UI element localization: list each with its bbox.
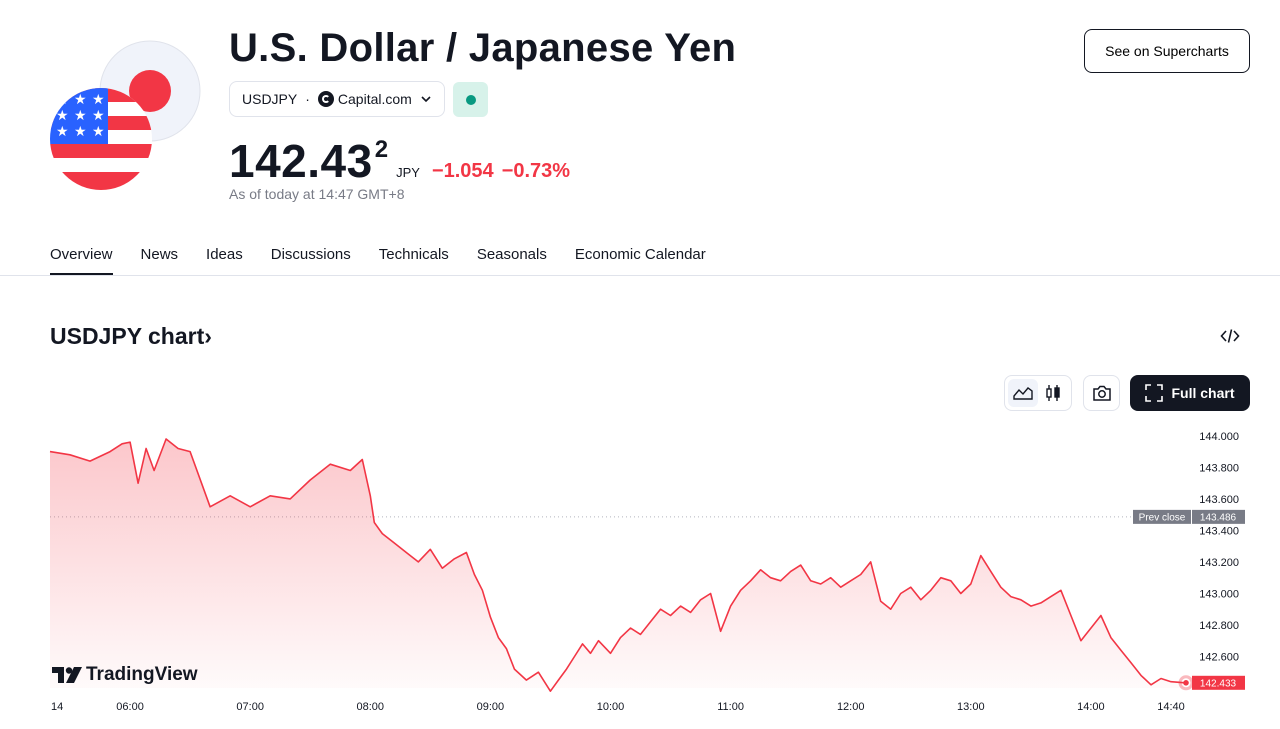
svg-text:★: ★ xyxy=(92,108,105,124)
fullscreen-icon xyxy=(1145,384,1164,402)
last-price-tag-value: 142.433 xyxy=(1200,678,1237,689)
candles-style-button[interactable] xyxy=(1038,379,1068,407)
price-timestamp: As of today at 14:47 GMT+8 xyxy=(229,186,405,202)
tradingview-wordmark: TradingView xyxy=(86,664,198,685)
symbol-exchange-selector[interactable]: USDJPY · Capital.com xyxy=(229,81,445,117)
tab-news[interactable]: News xyxy=(140,246,179,263)
market-status-badge[interactable] xyxy=(453,82,488,117)
price-change-percent: −0.73% xyxy=(501,160,571,182)
last-price-dot xyxy=(1183,680,1189,686)
prev-close-value-bg xyxy=(1192,509,1245,524)
price-change: −1.054 xyxy=(431,160,494,182)
svg-text:★: ★ xyxy=(56,124,69,140)
currency-pair-flag-icon: ★ ★ ★ ★ ★ ★ ★ ★ ★ xyxy=(50,40,201,190)
page-title: U.S. Dollar / Japanese Yen xyxy=(229,26,737,70)
y-axis-tick-label: 143.800 xyxy=(1199,462,1239,474)
x-axis-tick-label: 09:00 xyxy=(477,701,505,713)
full-chart-button[interactable]: Full chart xyxy=(1130,375,1250,411)
market-open-dot-icon xyxy=(465,94,476,105)
prev-close-label: Prev close xyxy=(1139,512,1186,523)
candles-icon xyxy=(1046,385,1060,401)
svg-text:★: ★ xyxy=(74,92,87,108)
x-axis-tick-label: 14 xyxy=(51,701,63,713)
tab-overview[interactable]: Overview xyxy=(50,246,113,276)
price-line xyxy=(49,438,1186,692)
x-axis-tick-label: 14:40 xyxy=(1157,701,1185,713)
y-axis-tick-label: 142.800 xyxy=(1199,620,1239,632)
last-price-tag-bg xyxy=(1192,675,1245,690)
x-axis-tick-label: 08:00 xyxy=(357,701,385,713)
y-axis-tick-label: 143.400 xyxy=(1199,525,1239,537)
full-chart-label: Full chart xyxy=(1171,385,1235,401)
x-axis-tick-label: 11:00 xyxy=(717,701,744,713)
last-price-fraction: 2 xyxy=(374,136,389,163)
svg-text:★: ★ xyxy=(74,108,87,124)
y-axis-tick-label: 143.000 xyxy=(1199,588,1239,600)
separator-dot: · xyxy=(305,91,310,107)
svg-text:★: ★ xyxy=(74,124,87,140)
embed-code-icon[interactable] xyxy=(1220,326,1240,346)
tab-economic-calendar[interactable]: Economic Calendar xyxy=(574,246,706,263)
chevron-down-icon xyxy=(421,96,431,103)
x-axis-tick-label: 12:00 xyxy=(837,701,865,713)
x-axis-tick-label: 10:00 xyxy=(597,701,625,713)
tab-technicals[interactable]: Technicals xyxy=(378,246,449,263)
price-chart[interactable]: 144.000 143.800 143.600 143.400 143.200 143.0… xyxy=(0,420,1280,720)
tradingview-logo-icon xyxy=(52,667,82,683)
price-currency: JPY xyxy=(396,165,420,180)
section-tabs: Overview News Ideas Discussions Technica… xyxy=(50,246,734,276)
y-axis-tick-label: 142.600 xyxy=(1199,651,1239,663)
prev-close-value: 143.486 xyxy=(1200,512,1237,523)
camera-icon xyxy=(1092,385,1111,401)
tabs-divider xyxy=(0,275,1280,276)
y-axis-tick-label: 143.600 xyxy=(1199,494,1239,506)
exchange-label: Capital.com xyxy=(337,91,412,107)
chart-section-title[interactable]: USDJPY chart› xyxy=(50,323,212,350)
price-row: 142.43 2 JPY −1.054 −0.73% xyxy=(229,134,570,188)
tab-discussions[interactable]: Discussions xyxy=(270,246,351,263)
last-price: 142.43 xyxy=(229,135,373,187)
svg-text:★: ★ xyxy=(56,108,69,124)
tradingview-brand: TradingView xyxy=(52,664,198,686)
svg-text:★: ★ xyxy=(92,92,105,108)
chart-title-arrow: › xyxy=(204,323,212,349)
svg-text:★: ★ xyxy=(92,124,105,140)
area-chart-icon xyxy=(1013,387,1033,400)
see-on-supercharts-button[interactable]: See on Supercharts xyxy=(1084,29,1250,73)
y-axis-tick-label: 144.000 xyxy=(1199,431,1239,443)
x-axis-tick-label: 07:00 xyxy=(236,701,264,713)
x-axis-tick-label: 06:00 xyxy=(116,701,144,713)
price-area-fill xyxy=(50,439,1185,692)
prev-close-tag-bg xyxy=(1133,509,1191,524)
chart-title-text: USDJPY chart xyxy=(50,323,205,349)
svg-text:★: ★ xyxy=(56,92,69,108)
area-style-button[interactable] xyxy=(1008,379,1038,407)
tab-ideas[interactable]: Ideas xyxy=(206,246,243,263)
symbol-label: USDJPY xyxy=(242,91,298,107)
exchange-logo-icon xyxy=(317,91,334,107)
snapshot-button[interactable] xyxy=(1083,375,1120,411)
x-axis-tick-label: 14:00 xyxy=(1077,701,1105,713)
tab-seasonals[interactable]: Seasonals xyxy=(476,246,547,263)
y-axis-tick-label: 143.200 xyxy=(1199,557,1239,569)
chart-style-toggle xyxy=(1004,375,1072,411)
x-axis-tick-label: 13:00 xyxy=(957,701,985,713)
